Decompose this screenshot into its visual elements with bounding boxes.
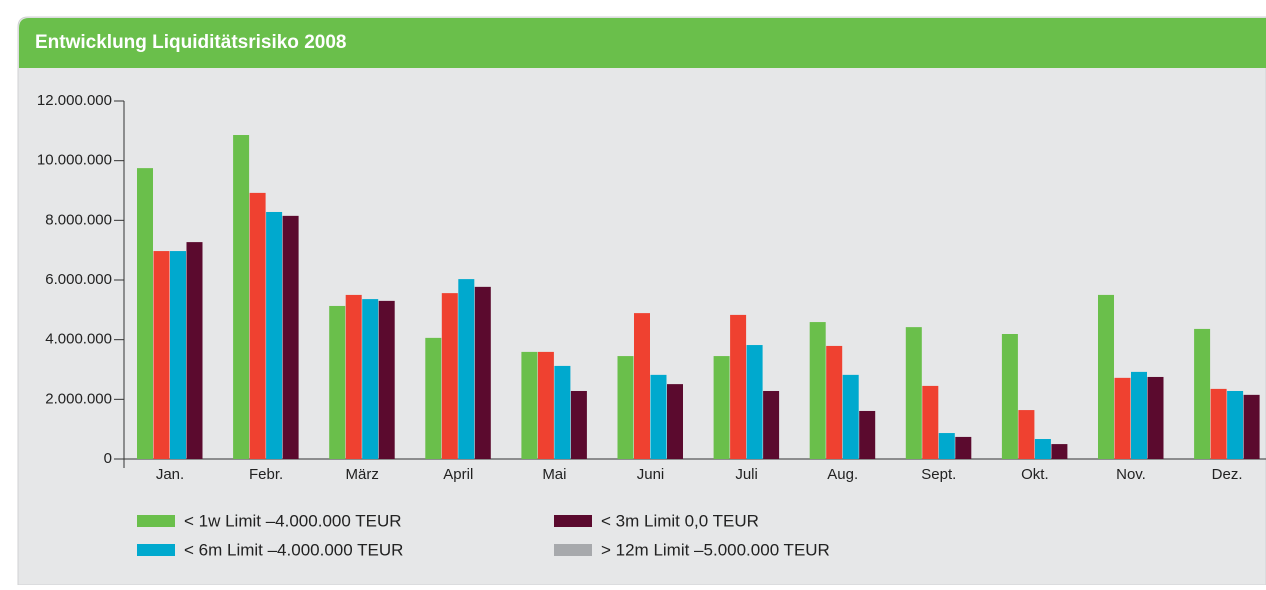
bar	[1034, 439, 1051, 459]
bar	[1194, 328, 1211, 459]
bar	[1131, 371, 1147, 459]
bar	[634, 313, 650, 459]
legend-label: < 6m Limit –4.000.000 TEUR	[184, 540, 403, 559]
y-tick-label: 12.000.000	[37, 92, 112, 109]
bar	[554, 365, 571, 459]
y-tick-label: 6.000.000	[45, 271, 112, 288]
bar	[1227, 390, 1244, 459]
bar	[458, 279, 475, 459]
bar	[842, 374, 859, 459]
bar	[650, 374, 667, 459]
bar	[329, 305, 346, 459]
bar	[282, 215, 299, 459]
x-tick-label: Mai	[542, 466, 566, 483]
bar	[763, 390, 780, 459]
bar	[441, 293, 458, 459]
panel	[17, 16, 1266, 586]
x-tick-label: Juni	[637, 466, 665, 483]
bar	[905, 327, 922, 459]
legend-swatch	[554, 544, 592, 556]
bar	[521, 351, 538, 459]
bar	[233, 135, 250, 459]
y-tick-label: 8.000.000	[45, 211, 112, 228]
bar	[1147, 376, 1164, 459]
bar	[922, 385, 939, 459]
bar	[345, 294, 362, 459]
legend-label: > 12m Limit –5.000.000 TEUR	[601, 540, 830, 559]
bar	[186, 242, 203, 459]
chart-title: Entwicklung Liquiditätsrisiko 2008	[35, 32, 346, 53]
bar	[537, 351, 554, 459]
x-tick-label: Juli	[735, 466, 758, 483]
legend-swatch	[137, 544, 175, 556]
bar	[667, 384, 683, 459]
bar	[266, 211, 283, 459]
x-tick-label: Aug.	[827, 466, 858, 483]
bar	[1051, 444, 1068, 459]
bar	[938, 433, 955, 459]
bar	[1098, 294, 1114, 459]
x-tick-label: Sept.	[921, 466, 956, 483]
x-tick-label: Jan.	[156, 466, 184, 483]
bar	[1018, 410, 1035, 459]
bar	[378, 300, 395, 459]
bar	[362, 299, 379, 459]
header	[19, 18, 1266, 68]
x-tick-label: Febr.	[249, 466, 283, 483]
bar	[955, 436, 972, 459]
bar	[859, 410, 876, 459]
bar	[425, 337, 442, 459]
bar	[713, 356, 730, 459]
bar	[1114, 377, 1131, 459]
legend-label: < 3m Limit 0,0 TEUR	[601, 511, 759, 530]
bar	[137, 168, 153, 459]
y-tick-label: 0	[104, 450, 112, 467]
bar	[617, 356, 634, 459]
bar	[746, 345, 763, 459]
legend-swatch	[137, 515, 175, 527]
bar	[249, 192, 266, 460]
bar	[570, 390, 587, 459]
y-tick-label: 4.000.000	[45, 331, 112, 348]
y-tick-label: 2.000.000	[45, 390, 112, 407]
bar	[170, 251, 186, 459]
bar	[474, 286, 491, 459]
bar	[1001, 333, 1018, 459]
x-tick-label: Dez.	[1212, 466, 1243, 483]
bar	[1210, 388, 1227, 459]
bar	[1243, 394, 1260, 459]
x-tick-label: Okt.	[1021, 466, 1049, 483]
bar	[153, 251, 170, 459]
legend-label: < 1w Limit –4.000.000 TEUR	[184, 511, 402, 530]
x-tick-label: April	[443, 466, 473, 483]
y-tick-label: 10.000.000	[37, 152, 112, 169]
bar	[809, 322, 826, 459]
x-tick-label: Nov.	[1116, 466, 1146, 483]
bar	[826, 345, 843, 459]
x-tick-label: März	[346, 466, 379, 483]
bar	[730, 314, 747, 459]
legend-swatch	[554, 515, 592, 527]
